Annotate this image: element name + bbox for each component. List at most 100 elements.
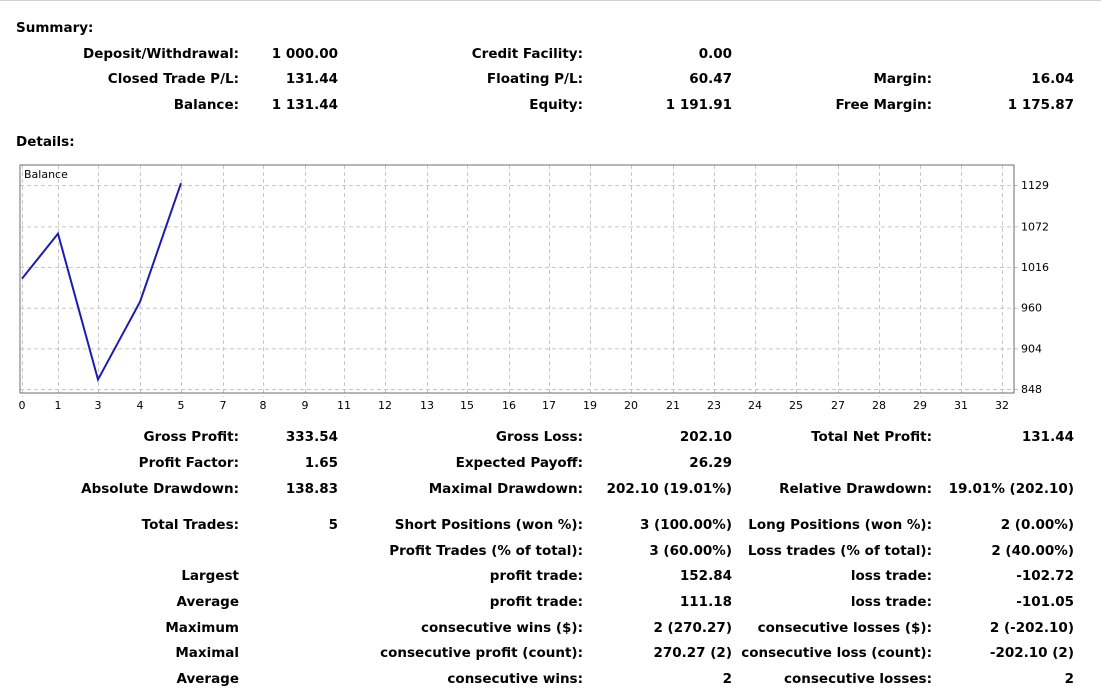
details-label: Total Net Profit: [811,429,932,445]
chart-x-tick-label: 19 [583,399,597,412]
equity-label: Equity: [529,97,583,113]
details-value: 202.10 [679,429,732,445]
chart-x-tick-label: 4 [137,399,144,412]
chart-x-tick-label: 11 [337,399,351,412]
details-label: Gross Loss: [495,429,583,445]
chart-x-axis: 0 1 3 4 5 7 8 9 11 12 13 15 16 17 19 20 21 23 24 25 27 28 29 31… [19,399,1010,412]
details-label: Maximal Drawdown: [428,481,583,497]
chart-x-tick-label: 9 [302,399,309,412]
details-value: 152.84 [679,568,732,584]
chart-x-tick-label: 24 [748,399,762,412]
details-value: 2 [722,671,732,687]
details-label: Maximum [165,620,239,636]
margin-label: Margin: [873,71,932,87]
floating-pl-value: 60.47 [689,71,732,87]
chart-x-tick-label: 16 [502,399,516,412]
details-value: 2 (40.00%) [991,543,1074,559]
chart-y-tick-label: 960 [1021,302,1042,315]
details-label: Relative Drawdown: [779,481,932,497]
details-label: consecutive losses: [784,671,932,687]
chart-y-axis: 1129 1072 1016 960 904 848 [1021,179,1049,396]
chart-x-tick-label: 12 [378,399,392,412]
chart-horizontal-grid [20,185,1018,390]
details-label: Average [176,594,239,610]
details-label: loss trade: [850,594,932,610]
floating-pl-label: Floating P/L: [486,71,583,87]
details-label: Profit Factor: [138,455,239,471]
details-value: 19.01% (202.10) [948,481,1074,497]
chart-x-tick-label: 5 [178,399,185,412]
details-value: 2 (270.27) [653,620,732,636]
details-value: 2 (-202.10) [989,620,1074,636]
closed-pl-label: Closed Trade P/L: [107,71,239,87]
details-title: Details: [16,134,75,150]
details-label: Long Positions (won %): [748,517,932,533]
deposit-value: 1 000.00 [271,46,338,62]
details-label: profit trade: [489,594,583,610]
details-value: 2 [1064,671,1074,687]
details-value: 3 (60.00%) [649,543,732,559]
balance-value: 1 131.44 [271,97,338,113]
chart-y-tick-label: 904 [1021,342,1042,355]
chart-plot-frame [19,164,1015,394]
balance-label: Balance: [173,97,239,113]
chart-x-tick-label: 23 [707,399,721,412]
equity-value: 1 191.91 [665,97,732,113]
details-label: Expected Payoff: [455,455,583,471]
details-label: Profit Trades (% of total): [389,543,583,559]
details-label: Gross Profit: [143,429,239,445]
chart-x-tick-label: 27 [831,399,845,412]
chart-vertical-grid [22,165,1003,397]
chart-x-tick-label: 7 [220,399,227,412]
chart-x-tick-label: 29 [913,399,927,412]
details-value: 131.44 [1021,429,1074,445]
chart-x-tick-label: 8 [260,399,267,412]
chart-x-tick-label: 0 [19,399,26,412]
details-value: 270.27 (2) [653,645,732,661]
details-label: loss trade: [850,568,932,584]
details-label: Largest [181,568,239,584]
details-label: Average [176,671,239,687]
chart-x-tick-label: 3 [95,399,102,412]
details-value: -102.72 [1016,568,1074,584]
details-label: Loss trades (% of total): [747,543,932,559]
details-value: 3 (100.00%) [639,517,732,533]
details-label: consecutive loss (count): [741,645,932,661]
chart-y-tick-label: 848 [1021,383,1042,396]
chart-y-tick-label: 1129 [1021,179,1049,192]
details-value: 333.54 [285,429,338,445]
chart-x-tick-label: 17 [542,399,556,412]
credit-value: 0.00 [698,46,732,62]
chart-y-tick-label: 1072 [1021,220,1049,233]
top-divider [0,0,1101,1]
details-label: Total Trades: [141,517,239,533]
chart-x-tick-label: 1 [55,399,62,412]
closed-pl-value: 131.44 [285,71,338,87]
details-value: 26.29 [689,455,732,471]
details-value: -202.10 (2) [989,645,1074,661]
chart-x-tick-label: 31 [954,399,968,412]
chart-x-tick-label: 28 [872,399,886,412]
free-margin-label: Free Margin: [835,97,932,113]
chart-x-tick-label: 15 [460,399,474,412]
details-label: consecutive losses ($): [757,620,932,636]
chart-x-tick-label: 21 [666,399,680,412]
details-value: 202.10 (19.01%) [606,481,732,497]
deposit-label: Deposit/Withdrawal: [83,46,239,62]
details-value: 5 [328,517,338,533]
summary-title: Summary: [16,20,94,36]
chart-title: Balance [24,168,68,181]
details-label: consecutive wins: [447,671,583,687]
balance-series-line [21,182,182,383]
margin-value: 16.04 [1031,71,1074,87]
details-label: profit trade: [489,568,583,584]
chart-x-tick-label: 32 [995,399,1009,412]
credit-label: Credit Facility: [471,46,583,62]
chart-x-tick-label: 13 [420,399,434,412]
details-value: 1.65 [304,455,338,471]
details-label: Short Positions (won %): [394,517,583,533]
details-value: 138.83 [285,481,338,497]
details-value: -101.05 [1016,594,1074,610]
details-label: Maximal [175,645,239,661]
